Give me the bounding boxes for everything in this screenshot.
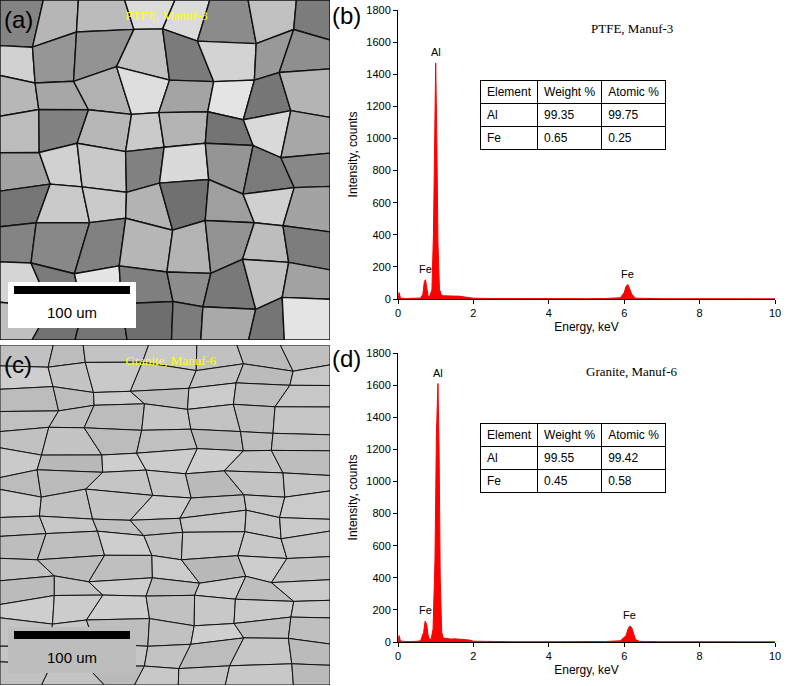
svg-text:Fe: Fe [621,268,634,280]
html-text:Al: Al [487,451,498,465]
svg-text:2: 2 [470,650,476,662]
svg-text:Intensity, counts: Intensity, counts [346,455,360,541]
svg-text:1400: 1400 [366,411,390,423]
svg-text:PTFE, Manuf-3: PTFE, Manuf-3 [125,8,207,23]
svg-text:8: 8 [697,307,703,319]
html-text:99.75: 99.75 [608,108,639,122]
html-text:99.42: 99.42 [608,451,639,465]
svg-text:0: 0 [395,650,401,662]
svg-text:800: 800 [372,164,390,176]
html-text:0.58: 0.58 [608,474,632,488]
html-text:Fe: Fe [487,131,501,145]
svg-text:0: 0 [385,636,391,648]
svg-text:Intensity, counts: Intensity, counts [346,112,360,198]
svg-text:10: 10 [769,650,781,662]
svg-text:600: 600 [372,197,390,209]
html-text:Element: Element [487,85,531,99]
svg-text:1800: 1800 [366,347,390,359]
svg-text:1200: 1200 [366,443,390,455]
svg-text:10: 10 [769,307,781,319]
html-text:Al: Al [487,108,498,122]
svg-text:200: 200 [372,261,390,273]
svg-text:8: 8 [697,650,703,662]
html-text:0.25: 0.25 [608,131,632,145]
svg-text:1600: 1600 [366,36,390,48]
svg-text:4: 4 [546,307,552,319]
html-text:Element: Element [487,428,531,442]
svg-text:400: 400 [372,572,390,584]
html-text:(d): (d) [332,345,362,372]
svg-text:1400: 1400 [366,68,390,80]
html-text:99.35: 99.35 [544,108,575,122]
html-text:Weight %: Weight % [544,428,596,442]
html-text:(c): (c) [4,351,32,378]
svg-text:600: 600 [372,540,390,552]
svg-text:Granite, Manuf-6: Granite, Manuf-6 [125,353,216,368]
html-text:(a): (a) [4,6,34,33]
html-text:(b): (b) [332,2,362,29]
html-text:Atomic %: Atomic % [608,85,659,99]
svg-text:400: 400 [372,229,390,241]
html-text:0.45: 0.45 [544,474,568,488]
svg-text:800: 800 [372,507,390,519]
svg-text:Energy, keV: Energy, keV [554,320,618,334]
svg-text:200: 200 [372,604,390,616]
svg-text:Granite, Manuf-6: Granite, Manuf-6 [586,364,677,379]
html-text:0.65: 0.65 [544,131,568,145]
svg-text:Fe: Fe [623,609,636,621]
svg-text:1000: 1000 [366,132,390,144]
svg-text:6: 6 [621,650,627,662]
svg-text:Al: Al [433,367,443,379]
svg-text:Fe: Fe [419,604,432,616]
svg-text:1800: 1800 [366,4,390,16]
svg-text:0: 0 [385,293,391,305]
svg-text:Al: Al [431,46,441,58]
svg-text:4: 4 [546,650,552,662]
svg-text:2: 2 [470,307,476,319]
html-text:Fe: Fe [487,474,501,488]
svg-text:1200: 1200 [366,100,390,112]
svg-text:1600: 1600 [366,379,390,391]
svg-text:PTFE, Manuf-3: PTFE, Manuf-3 [591,21,673,36]
svg-text:6: 6 [621,307,627,319]
svg-text:1000: 1000 [366,475,390,487]
svg-text:100 um: 100 um [47,304,97,321]
html-text:99.55: 99.55 [544,451,575,465]
svg-text:Energy, keV: Energy, keV [554,663,618,677]
svg-text:Fe: Fe [419,263,432,275]
svg-text:100 um: 100 um [47,649,97,666]
html-text:Weight %: Weight % [544,85,596,99]
html-text:Atomic %: Atomic % [608,428,659,442]
svg-text:0: 0 [395,307,401,319]
